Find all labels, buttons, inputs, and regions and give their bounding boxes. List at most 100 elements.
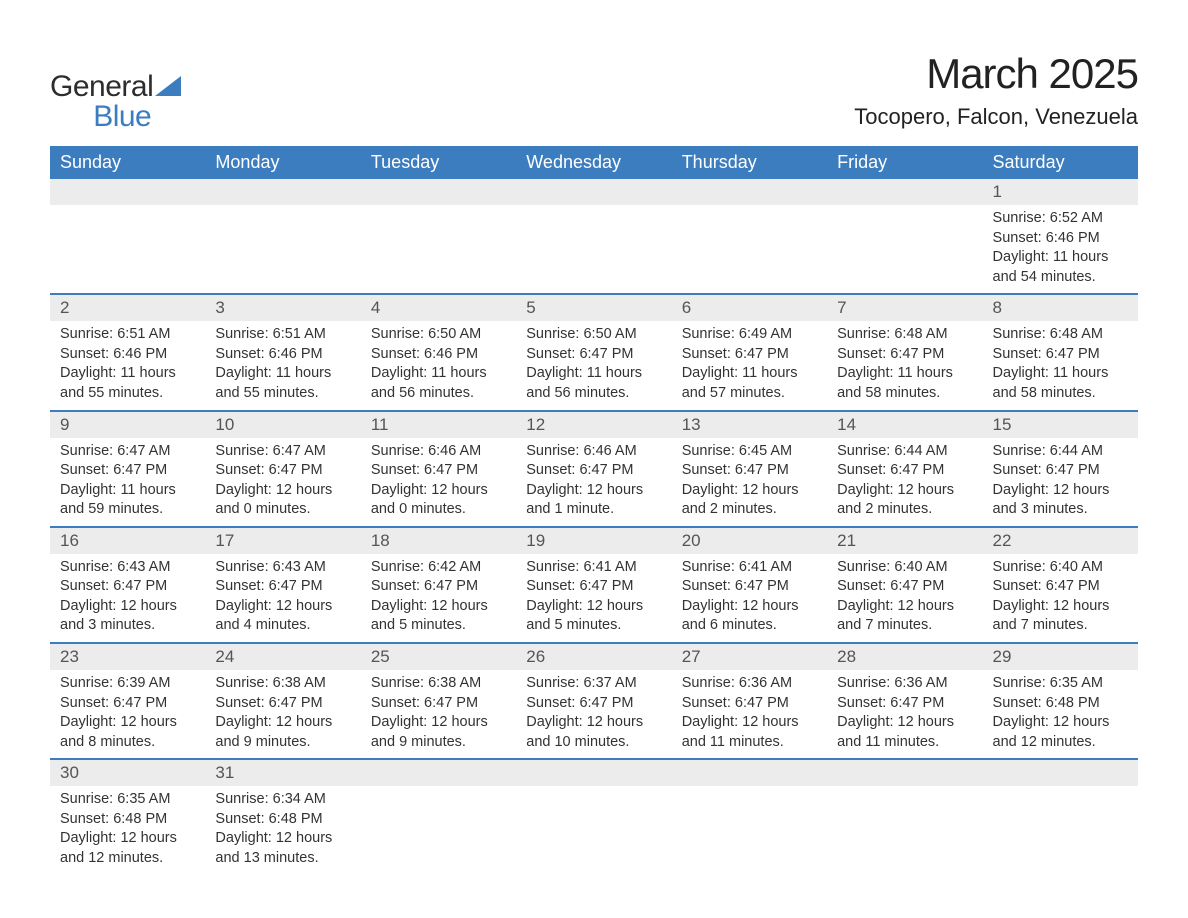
day-number-cell: 11 — [361, 411, 516, 438]
day-d2: and 13 minutes. — [215, 849, 350, 869]
day-detail-cell — [827, 786, 982, 874]
day-detail-cell — [50, 205, 205, 294]
day-d2: and 0 minutes. — [371, 500, 506, 520]
day-detail-cell — [672, 205, 827, 294]
day-number-cell: 5 — [516, 294, 671, 321]
day-sunrise: Sunrise: 6:36 AM — [837, 674, 972, 694]
day-sunrise: Sunrise: 6:35 AM — [993, 674, 1128, 694]
day-d2: and 54 minutes. — [993, 268, 1128, 288]
day-detail-cell — [672, 786, 827, 874]
day-sunset: Sunset: 6:46 PM — [371, 345, 506, 365]
day-d1: Daylight: 11 hours — [60, 364, 195, 384]
day-d1: Daylight: 11 hours — [60, 481, 195, 501]
day-sunset: Sunset: 6:47 PM — [371, 461, 506, 481]
day-detail-cell: Sunrise: 6:49 AMSunset: 6:47 PMDaylight:… — [672, 321, 827, 410]
day-d2: and 9 minutes. — [371, 733, 506, 753]
day-detail-cell: Sunrise: 6:41 AMSunset: 6:47 PMDaylight:… — [516, 554, 671, 643]
calendar-body: 1 Sunrise: 6:52 AMSunset: 6:46 PMDayligh… — [50, 179, 1138, 875]
day-d1: Daylight: 12 hours — [215, 713, 350, 733]
day-sunrise: Sunrise: 6:52 AM — [993, 209, 1128, 229]
day-d1: Daylight: 11 hours — [526, 364, 661, 384]
day-detail-cell: Sunrise: 6:47 AMSunset: 6:47 PMDaylight:… — [50, 438, 205, 527]
day-d1: Daylight: 12 hours — [60, 597, 195, 617]
day-detail-cell: Sunrise: 6:36 AMSunset: 6:47 PMDaylight:… — [672, 670, 827, 759]
day-detail-cell: Sunrise: 6:39 AMSunset: 6:47 PMDaylight:… — [50, 670, 205, 759]
day-detail-cell: Sunrise: 6:52 AMSunset: 6:46 PMDaylight:… — [983, 205, 1138, 294]
day-sunrise: Sunrise: 6:41 AM — [682, 558, 817, 578]
day-sunset: Sunset: 6:47 PM — [682, 577, 817, 597]
day-detail-cell: Sunrise: 6:48 AMSunset: 6:47 PMDaylight:… — [983, 321, 1138, 410]
day-d2: and 55 minutes. — [215, 384, 350, 404]
brand-triangle-icon — [155, 76, 181, 96]
day-number-cell — [516, 759, 671, 786]
day-detail-cell — [205, 205, 360, 294]
day-number-cell: 26 — [516, 643, 671, 670]
day-d1: Daylight: 11 hours — [682, 364, 817, 384]
page-header: General Blue March 2025 Tocopero, Falcon… — [50, 50, 1138, 134]
day-sunrise: Sunrise: 6:41 AM — [526, 558, 661, 578]
day-number-cell: 31 — [205, 759, 360, 786]
brand-line1: General — [50, 70, 153, 104]
day-detail-cell: Sunrise: 6:51 AMSunset: 6:46 PMDaylight:… — [50, 321, 205, 410]
day-header: Thursday — [672, 146, 827, 179]
day-sunrise: Sunrise: 6:51 AM — [60, 325, 195, 345]
day-detail-cell: Sunrise: 6:38 AMSunset: 6:47 PMDaylight:… — [361, 670, 516, 759]
day-d2: and 56 minutes. — [371, 384, 506, 404]
day-sunrise: Sunrise: 6:50 AM — [526, 325, 661, 345]
day-d2: and 0 minutes. — [215, 500, 350, 520]
day-d1: Daylight: 12 hours — [682, 713, 817, 733]
day-number-cell: 3 — [205, 294, 360, 321]
day-number-cell: 7 — [827, 294, 982, 321]
day-sunrise: Sunrise: 6:48 AM — [837, 325, 972, 345]
day-detail-cell: Sunrise: 6:34 AMSunset: 6:48 PMDaylight:… — [205, 786, 360, 874]
day-number-cell: 20 — [672, 527, 827, 554]
day-detail-cell: Sunrise: 6:36 AMSunset: 6:47 PMDaylight:… — [827, 670, 982, 759]
day-number-cell — [516, 179, 671, 205]
day-d1: Daylight: 12 hours — [993, 597, 1128, 617]
day-number-cell: 16 — [50, 527, 205, 554]
day-detail-cell: Sunrise: 6:43 AMSunset: 6:47 PMDaylight:… — [205, 554, 360, 643]
day-d2: and 12 minutes. — [60, 849, 195, 869]
day-sunset: Sunset: 6:47 PM — [993, 461, 1128, 481]
day-d1: Daylight: 12 hours — [993, 481, 1128, 501]
week-daynum-row: 1 — [50, 179, 1138, 205]
day-d2: and 2 minutes. — [682, 500, 817, 520]
day-number-cell — [827, 179, 982, 205]
day-d1: Daylight: 12 hours — [60, 829, 195, 849]
day-number-cell — [672, 759, 827, 786]
day-number-cell: 29 — [983, 643, 1138, 670]
day-number-cell: 22 — [983, 527, 1138, 554]
day-header: Friday — [827, 146, 982, 179]
day-header: Sunday — [50, 146, 205, 179]
day-header: Tuesday — [361, 146, 516, 179]
day-d2: and 57 minutes. — [682, 384, 817, 404]
day-number-cell: 12 — [516, 411, 671, 438]
day-d2: and 5 minutes. — [526, 616, 661, 636]
day-detail-cell — [361, 786, 516, 874]
day-sunset: Sunset: 6:47 PM — [215, 577, 350, 597]
day-d1: Daylight: 12 hours — [993, 713, 1128, 733]
day-header: Wednesday — [516, 146, 671, 179]
day-header: Saturday — [983, 146, 1138, 179]
day-detail-cell: Sunrise: 6:47 AMSunset: 6:47 PMDaylight:… — [205, 438, 360, 527]
day-sunset: Sunset: 6:47 PM — [60, 461, 195, 481]
day-sunrise: Sunrise: 6:45 AM — [682, 442, 817, 462]
day-sunrise: Sunrise: 6:35 AM — [60, 790, 195, 810]
day-detail-cell: Sunrise: 6:50 AMSunset: 6:47 PMDaylight:… — [516, 321, 671, 410]
day-sunrise: Sunrise: 6:40 AM — [837, 558, 972, 578]
day-d2: and 8 minutes. — [60, 733, 195, 753]
day-detail-cell — [516, 786, 671, 874]
day-sunrise: Sunrise: 6:50 AM — [371, 325, 506, 345]
day-d1: Daylight: 12 hours — [682, 597, 817, 617]
day-sunset: Sunset: 6:47 PM — [837, 345, 972, 365]
day-detail-cell — [983, 786, 1138, 874]
day-sunrise: Sunrise: 6:36 AM — [682, 674, 817, 694]
day-sunset: Sunset: 6:47 PM — [371, 694, 506, 714]
day-number-cell: 19 — [516, 527, 671, 554]
day-detail-cell: Sunrise: 6:38 AMSunset: 6:47 PMDaylight:… — [205, 670, 360, 759]
day-number-cell — [361, 179, 516, 205]
day-d1: Daylight: 12 hours — [371, 713, 506, 733]
day-sunrise: Sunrise: 6:44 AM — [837, 442, 972, 462]
day-number-cell: 10 — [205, 411, 360, 438]
day-sunrise: Sunrise: 6:37 AM — [526, 674, 661, 694]
